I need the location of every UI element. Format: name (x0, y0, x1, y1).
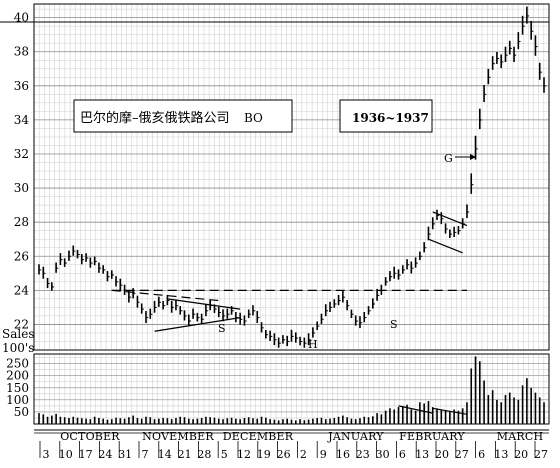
month-label: OCTOBER (60, 430, 120, 443)
volume-tick-label: 100 (6, 393, 29, 407)
pennant-lower (428, 239, 462, 253)
annotation-g-marker: G (444, 152, 453, 165)
price-tick-label: 34 (14, 113, 30, 127)
volume-tick-label: 200 (6, 369, 29, 383)
day-label: 20 (435, 448, 449, 461)
price-tick-label: 30 (14, 181, 29, 195)
volume-tick-label: 250 (6, 357, 29, 371)
day-label: 3 (43, 448, 50, 461)
day-label: 6 (478, 448, 485, 461)
day-label: 5 (221, 448, 228, 461)
day-label: 28 (197, 448, 211, 461)
annotation-shoulder-right: S (390, 318, 398, 331)
price-tick-label: 38 (14, 45, 29, 59)
day-label: 16 (336, 448, 350, 461)
day-label: 13 (415, 448, 429, 461)
price-tick-label: 28 (14, 215, 29, 229)
chart-title: 巴尔的摩–俄亥俄铁路公司 (80, 110, 230, 126)
volume-label-units: 100's (2, 341, 34, 355)
day-label: 27 (455, 448, 469, 461)
day-label: 24 (98, 448, 112, 461)
price-tick-label: 24 (14, 283, 30, 297)
month-label: MARCH (497, 430, 544, 443)
chart-period: 1936~1937 (352, 111, 429, 125)
price-tick-label: 26 (14, 249, 29, 263)
month-label: JANUARY (327, 430, 384, 443)
price-series (39, 7, 546, 348)
day-label: 21 (178, 448, 192, 461)
month-label: DECEMBER (223, 430, 294, 443)
day-label: 14 (158, 448, 172, 461)
annotation-head: H (308, 338, 318, 351)
price-tick-label: 32 (14, 147, 29, 161)
grid (34, 4, 549, 424)
day-label: 6 (399, 448, 406, 461)
day-label: 9 (320, 448, 327, 461)
day-label: 17 (79, 448, 93, 461)
day-label: 23 (356, 448, 370, 461)
day-label: 26 (277, 448, 291, 461)
day-label: 31 (118, 448, 132, 461)
price-tick-label: 36 (14, 79, 29, 93)
day-label: 20 (514, 448, 528, 461)
price-tick-label: 40 (14, 11, 29, 25)
annotation-shoulder-left: S (218, 322, 226, 335)
ticker-symbol: BO (244, 111, 263, 125)
volume-label-sales: Sales (2, 327, 34, 341)
day-label: 27 (534, 448, 548, 461)
day-label: 7 (142, 448, 149, 461)
day-label: 10 (59, 448, 73, 461)
day-label: 13 (494, 448, 508, 461)
day-label: 19 (257, 448, 271, 461)
volume-tick-label: 150 (6, 381, 29, 395)
day-label: 12 (237, 448, 251, 461)
pattern-lines (112, 154, 476, 414)
pennant-upper (433, 212, 467, 226)
day-label: 30 (376, 448, 390, 461)
volume-tick-label: 50 (14, 405, 29, 419)
day-label: 2 (300, 448, 307, 461)
